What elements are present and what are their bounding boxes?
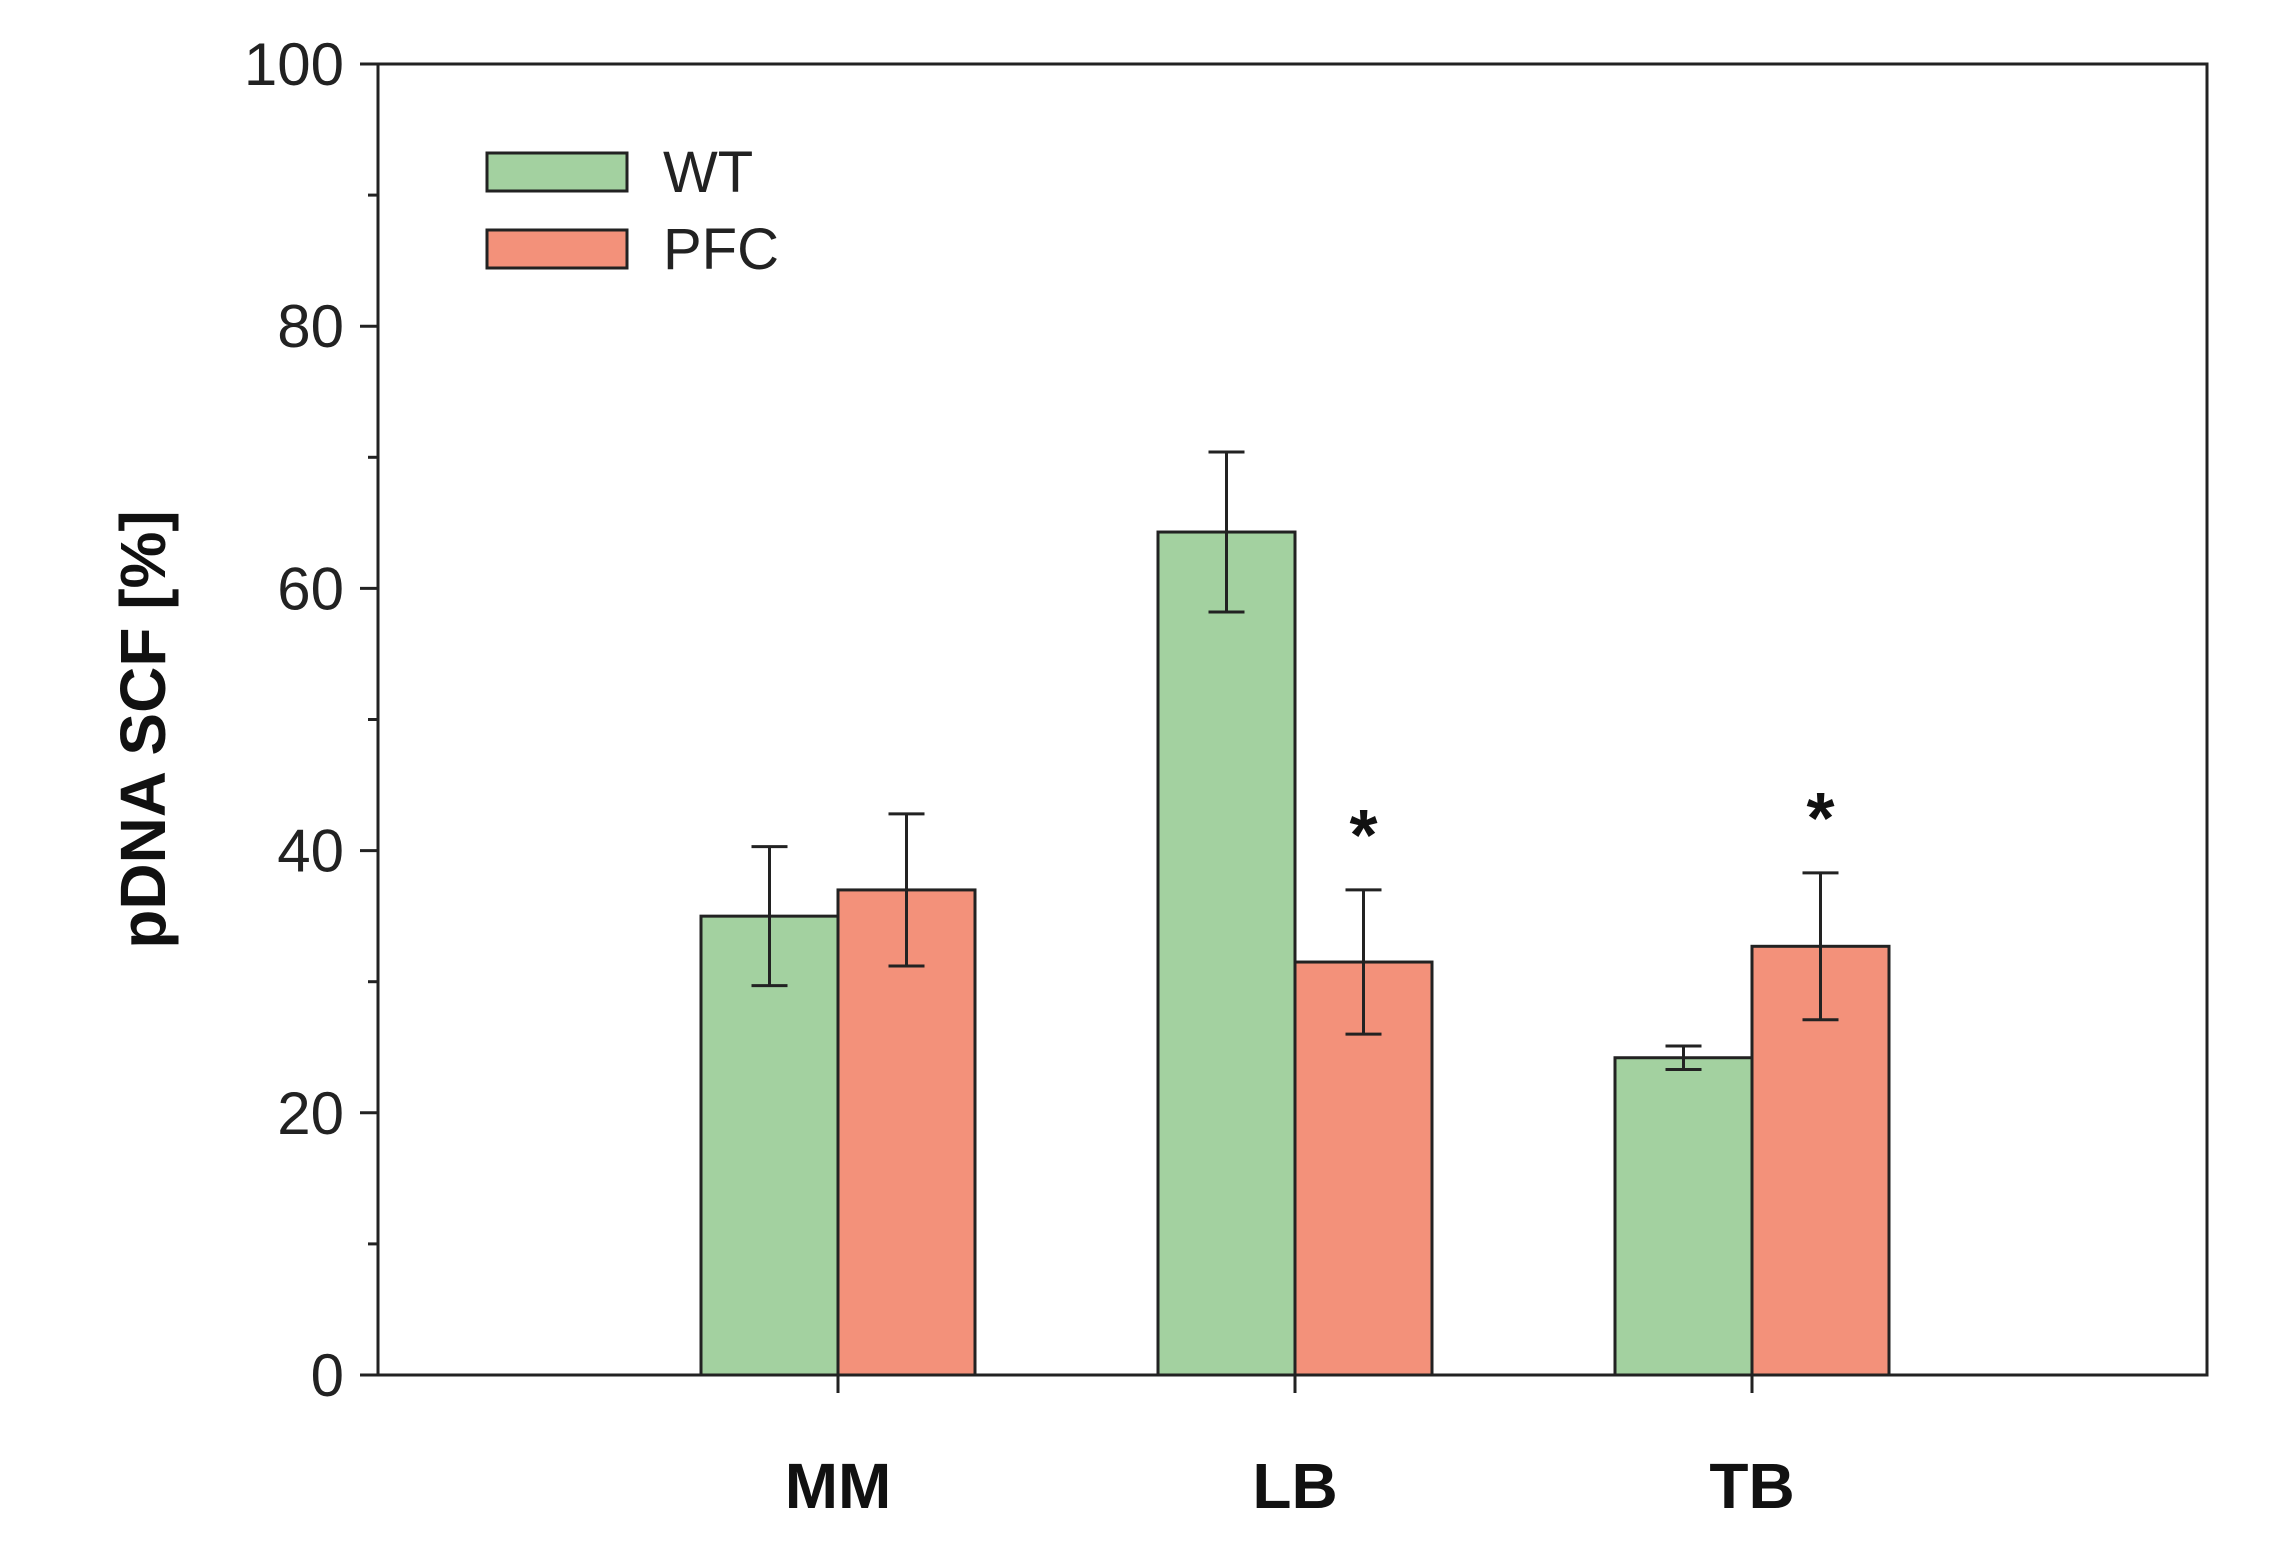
annotations-layer: * * (1349, 779, 1834, 876)
bar-pfc-mm (836, 888, 977, 1377)
bar-wt-tb (1613, 1056, 1754, 1377)
axes-layer: 0 20 40 60 80 100 MM LB TB (244, 31, 1795, 1522)
legend-swatch-wt (485, 151, 629, 193)
annotation-pfc-lb: * (1349, 796, 1377, 876)
x-tick-label-tb: TB (1709, 1450, 1794, 1522)
x-tick-label-mm: MM (785, 1450, 892, 1522)
y-tick-label-0: 0 (311, 1342, 344, 1409)
error-bars-layer (751, 450, 1839, 1072)
bar-wt-mm (699, 914, 840, 1377)
y-tick-label-80: 80 (277, 293, 344, 360)
y-tick-label-20: 20 (277, 1080, 344, 1147)
y-tick-label-100: 100 (244, 31, 344, 98)
legend-swatch-pfc (485, 228, 629, 270)
legend-label-wt: WT (663, 140, 753, 205)
y-axis-label: pDNA SCF [%] (107, 510, 179, 948)
legend-label-pfc: PFC (663, 217, 779, 282)
annotation-pfc-tb: * (1806, 779, 1834, 859)
x-tick-label-lb: LB (1252, 1450, 1337, 1522)
bar-wt-lb (1156, 530, 1297, 1377)
legend: WT PFC (485, 140, 779, 282)
y-tick-label-60: 60 (277, 555, 344, 622)
y-tick-label-40: 40 (277, 818, 344, 885)
